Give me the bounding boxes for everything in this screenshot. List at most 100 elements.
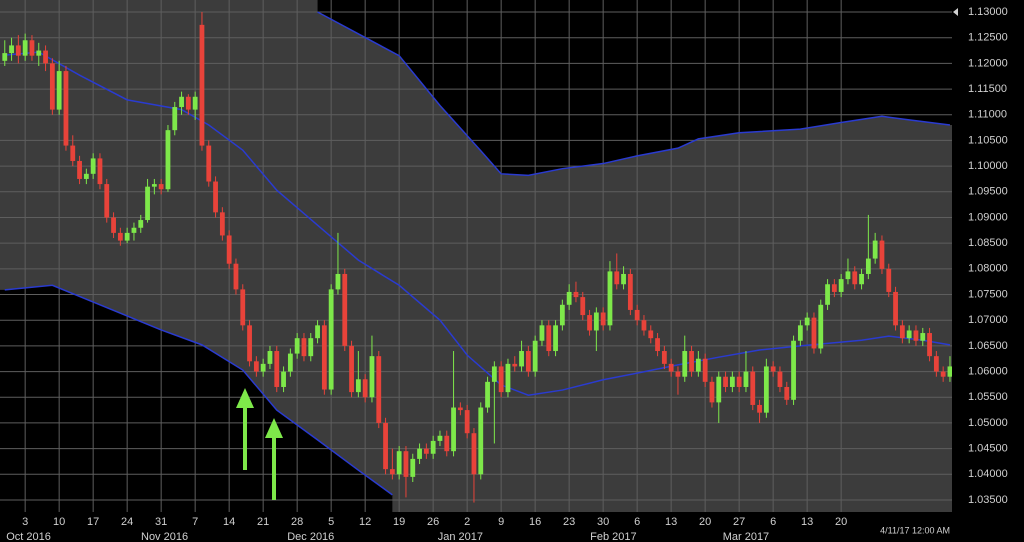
- candle-body: [729, 376, 735, 387]
- candle-body: [546, 325, 552, 352]
- candle-body: [349, 345, 354, 393]
- candle-body: [675, 371, 681, 377]
- candle-body: [321, 325, 327, 390]
- candle-body: [301, 338, 307, 357]
- candle-body: [607, 271, 613, 326]
- candle-body: [485, 381, 490, 408]
- x-tick-label: 19: [393, 516, 405, 528]
- candle-body: [29, 40, 35, 56]
- candle-body: [2, 53, 8, 61]
- month-label: Jan 2017: [438, 531, 483, 542]
- x-tick-label: 16: [529, 516, 541, 528]
- candle-body: [145, 186, 150, 221]
- x-tick-label: 10: [53, 516, 65, 528]
- candle-body: [750, 371, 756, 405]
- y-tick-label: 1.11500: [968, 83, 1007, 95]
- candle-body: [587, 315, 592, 331]
- candle-body: [770, 366, 776, 372]
- candle-body: [294, 338, 300, 354]
- candle-body: [648, 330, 654, 339]
- candle-body: [423, 448, 429, 454]
- x-tick-label: 26: [427, 516, 439, 528]
- y-tick-label: 1.05500: [968, 391, 1008, 403]
- candle-body: [906, 330, 912, 339]
- x-tick-label: 30: [597, 516, 609, 528]
- candle-body: [716, 376, 722, 403]
- candle-body: [804, 317, 810, 326]
- candle-body: [559, 304, 565, 326]
- x-tick-label: 2: [464, 516, 470, 528]
- candle-body: [743, 371, 749, 387]
- x-tick-label: 31: [155, 516, 167, 528]
- plot-area: [0, 0, 952, 512]
- candle-body: [383, 422, 388, 470]
- candle-body: [682, 351, 688, 377]
- candle-body: [641, 320, 647, 331]
- candle-body: [927, 333, 932, 357]
- candle-body: [947, 366, 952, 377]
- candle-body: [9, 45, 14, 54]
- candle-body: [444, 435, 450, 452]
- candle-body: [723, 376, 728, 387]
- candle-body: [689, 351, 694, 372]
- month-label: Nov 2016: [141, 531, 188, 542]
- x-tick-label: 6: [634, 516, 640, 528]
- candle-body: [70, 145, 76, 161]
- y-tick-label: 1.12000: [968, 57, 1008, 69]
- candle-body: [172, 107, 178, 131]
- candle-body: [899, 325, 905, 339]
- candle-body: [478, 407, 484, 475]
- candle-body: [355, 379, 361, 393]
- y-tick-label: 1.07000: [968, 314, 1008, 326]
- candle-body: [791, 340, 796, 400]
- candle-body: [709, 381, 715, 403]
- x-tick-label: 6: [770, 516, 776, 528]
- x-tick-label: 12: [359, 516, 371, 528]
- candle-body: [267, 351, 273, 364]
- month-label: Dec 2016: [287, 531, 334, 542]
- arrow-head: [236, 388, 254, 408]
- candle-body: [179, 96, 184, 108]
- candle-body: [777, 371, 783, 387]
- x-tick-label: 14: [223, 516, 235, 528]
- candle-body: [15, 45, 21, 56]
- candle-body: [199, 24, 205, 146]
- candle-body: [49, 63, 55, 110]
- annotation-arrows: [236, 388, 283, 500]
- band-line: [4, 284, 393, 496]
- candle-body: [621, 273, 626, 285]
- candle-body: [90, 158, 96, 174]
- candle-body: [417, 448, 422, 459]
- candle-body: [655, 338, 660, 352]
- candle-body: [138, 220, 144, 228]
- y-tick-label: 1.08000: [968, 263, 1008, 275]
- candle-body: [763, 366, 769, 413]
- candle-body: [702, 358, 708, 382]
- y-tick-label: 1.04500: [968, 443, 1008, 455]
- month-label: Oct 2016: [6, 531, 51, 542]
- y-tick-label: 1.12500: [968, 32, 1008, 44]
- candle-body: [376, 356, 382, 423]
- arrow-head: [265, 418, 283, 438]
- y-tick-label: 1.06500: [968, 340, 1008, 352]
- candle-body: [131, 227, 137, 233]
- x-tick-label: 9: [498, 516, 504, 528]
- month-label: Feb 2017: [590, 531, 636, 542]
- candle-body: [913, 330, 919, 341]
- candle-body: [566, 291, 572, 305]
- candle-body: [22, 40, 28, 56]
- candle-body: [695, 358, 701, 372]
- candle-body: [757, 404, 762, 413]
- candle-body: [219, 212, 225, 236]
- candle-body: [464, 410, 470, 434]
- candle-body: [797, 325, 803, 341]
- month-label: Mar 2017: [723, 531, 769, 542]
- y-tick-label: 1.11000: [968, 109, 1007, 121]
- x-tick-label: 23: [563, 516, 575, 528]
- candle-body: [362, 379, 368, 398]
- y-tick-label: 1.03500: [968, 494, 1008, 506]
- candle-body: [457, 407, 463, 411]
- x-tick-label: 21: [257, 516, 269, 528]
- band-line: [317, 11, 951, 177]
